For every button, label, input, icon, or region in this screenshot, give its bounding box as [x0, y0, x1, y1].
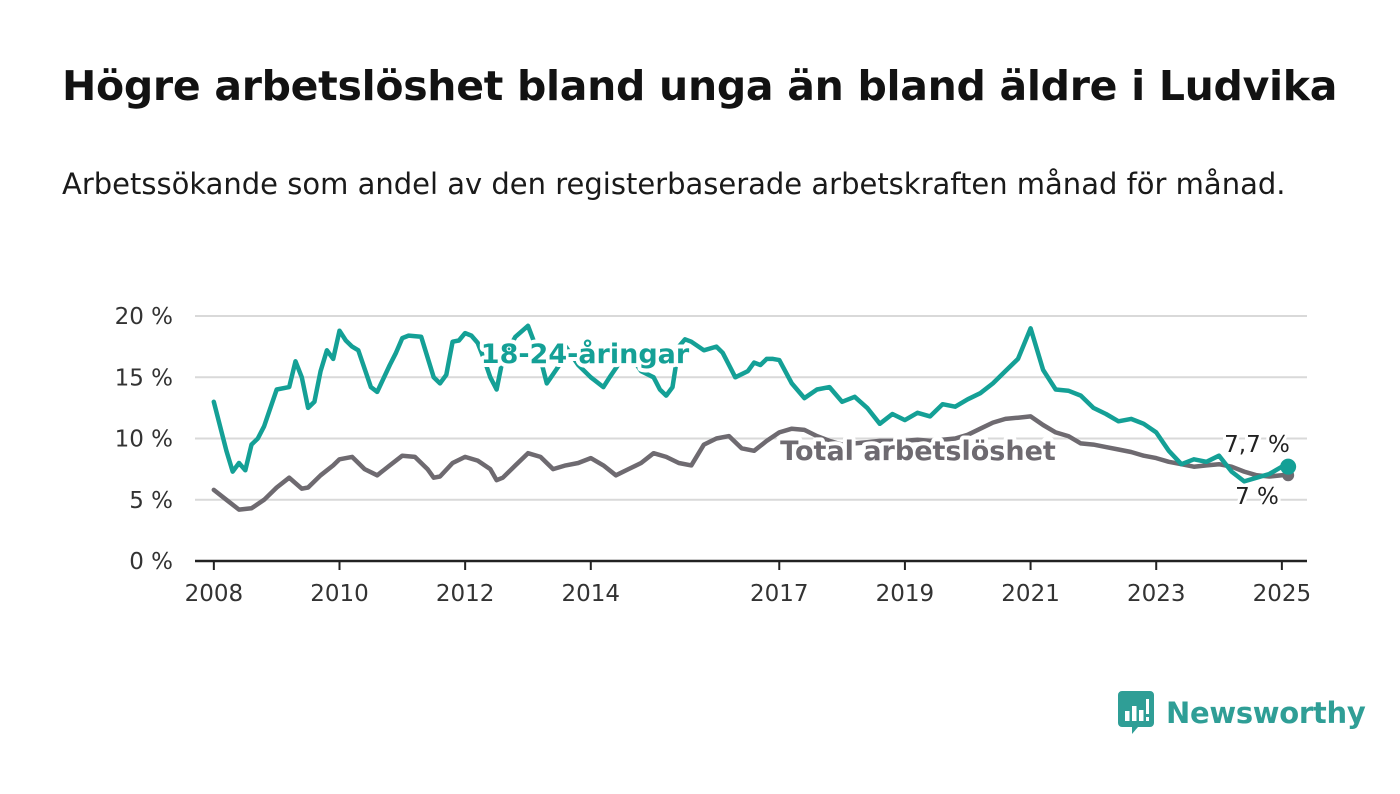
x-tick-label: 2019	[876, 581, 935, 607]
line-chart: 0 %5 %10 %15 %20 % 2008 2010 2012 2014 2017 2…	[115, 304, 1312, 607]
chart-subtitle: Arbetssökande som andel av den registerb…	[62, 167, 1286, 201]
x-tick-label: 2025	[1253, 581, 1312, 607]
series-lines	[211, 323, 1297, 512]
x-tick-label: 2014	[562, 581, 621, 607]
y-tick-label: 5 %	[129, 488, 173, 514]
series-labels: 18-24-åringar Total arbetslöshet 7,7 % 7 %	[477, 334, 1293, 513]
youth-series-label: 18-24-åringar	[481, 338, 690, 370]
gridlines	[195, 315, 1307, 501]
newsworthy-logo: Newsworthy	[1118, 689, 1366, 737]
youth-end-value-label: 7,7 %	[1224, 432, 1290, 458]
x-tick-label: 2021	[1001, 581, 1060, 607]
total-end-value-label: 7 %	[1235, 484, 1279, 510]
bar-chart-speech-bubble-icon	[1118, 691, 1154, 734]
y-tick-label: 0 %	[129, 549, 173, 575]
y-tick-label: 15 %	[115, 365, 173, 391]
total-series-label: Total arbetslöshet	[780, 436, 1056, 467]
x-tick-label: 2012	[436, 581, 495, 607]
y-tick-label: 10 %	[115, 427, 173, 453]
x-tick-label: 2008	[185, 581, 244, 607]
youth-series-line	[211, 323, 1291, 484]
y-tick-label: 20 %	[115, 304, 173, 330]
chart-title: Högre arbetslöshet bland unga än bland ä…	[62, 62, 1338, 110]
y-axis-ticks: 0 % 5 % 10 % 15 % 20 %	[115, 304, 173, 575]
x-tick-label: 2017	[750, 581, 809, 607]
x-tick-label: 2010	[310, 581, 369, 607]
total-series-line	[211, 414, 1291, 512]
brand-name: Newsworthy	[1166, 696, 1366, 730]
x-axis-ticks: 2008 2010 2012 2014 2017 2019 2021 2023 2025	[185, 561, 1312, 607]
youth-end-marker	[1280, 458, 1297, 475]
x-tick-label: 2023	[1127, 581, 1186, 607]
